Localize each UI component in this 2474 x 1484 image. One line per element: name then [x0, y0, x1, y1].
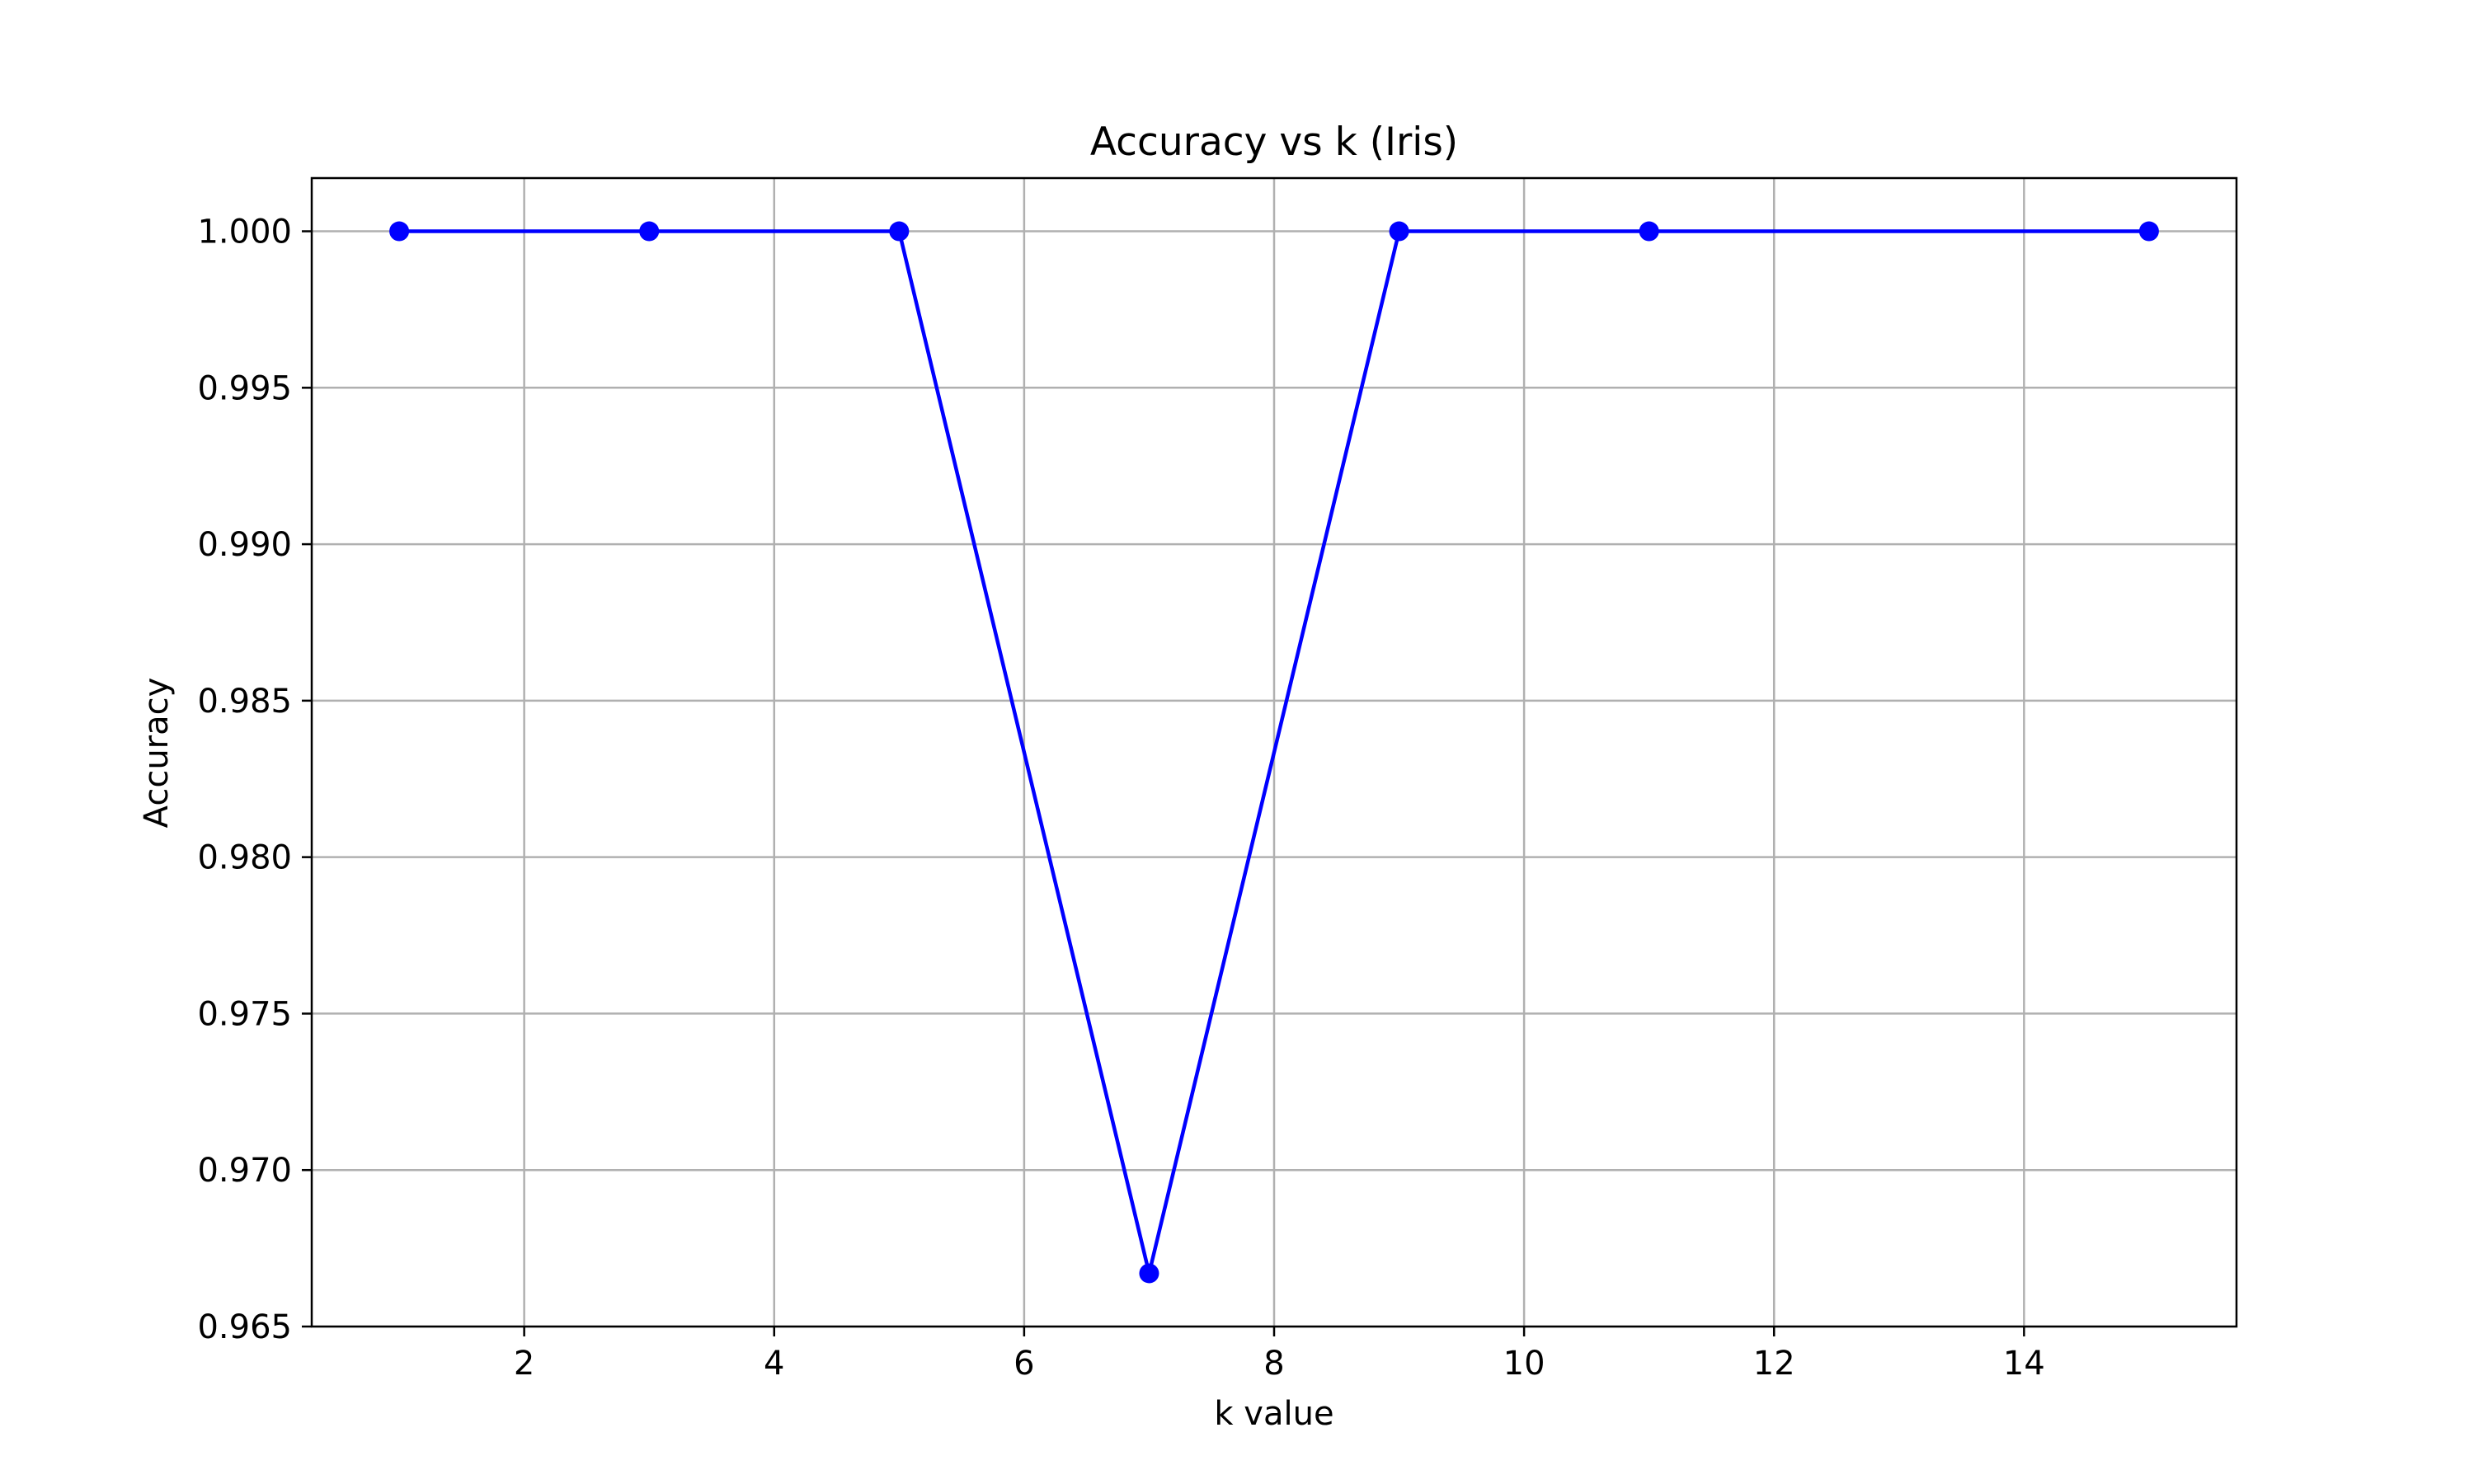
- x-tick-label: 12: [1753, 1345, 1795, 1383]
- x-tick-label: 14: [2003, 1345, 2045, 1383]
- accuracy-data-point: [1139, 1263, 1159, 1284]
- x-axis-ticks: 2 4 6 8 10 12 14: [514, 1327, 2045, 1383]
- y-tick-label: 0.985: [197, 683, 292, 721]
- x-tick-label: 8: [1263, 1345, 1284, 1383]
- y-tick-label: 1.000: [197, 214, 292, 251]
- x-tick-label: 2: [514, 1345, 534, 1383]
- grid-lines: [312, 178, 2236, 1328]
- y-tick-label: 0.990: [197, 526, 292, 564]
- y-tick-label: 0.975: [197, 995, 292, 1033]
- y-tick-label: 0.970: [197, 1152, 292, 1190]
- accuracy-data-point: [2138, 221, 2159, 242]
- series-layer: [389, 221, 2159, 1284]
- x-axis-label: k value: [1214, 1395, 1333, 1433]
- accuracy-data-point: [889, 221, 910, 242]
- x-tick-label: 4: [764, 1345, 784, 1383]
- y-tick-label: 0.995: [197, 369, 292, 407]
- chart-title: Accuracy vs k (Iris): [1090, 120, 1458, 165]
- y-tick-label: 0.980: [197, 839, 292, 877]
- accuracy-data-point: [1389, 221, 1409, 242]
- accuracy-data-point: [389, 221, 410, 242]
- accuracy-data-point: [1639, 221, 1659, 242]
- x-tick-label: 6: [1014, 1345, 1034, 1383]
- y-axis-ticks: 0.965 0.970 0.975 0.980 0.985 0.990 0.995 1.000: [197, 214, 312, 1346]
- y-tick-label: 0.965: [197, 1308, 292, 1346]
- y-axis-label: Accuracy: [138, 678, 176, 829]
- accuracy-data-point: [639, 221, 660, 242]
- x-tick-label: 10: [1503, 1345, 1545, 1383]
